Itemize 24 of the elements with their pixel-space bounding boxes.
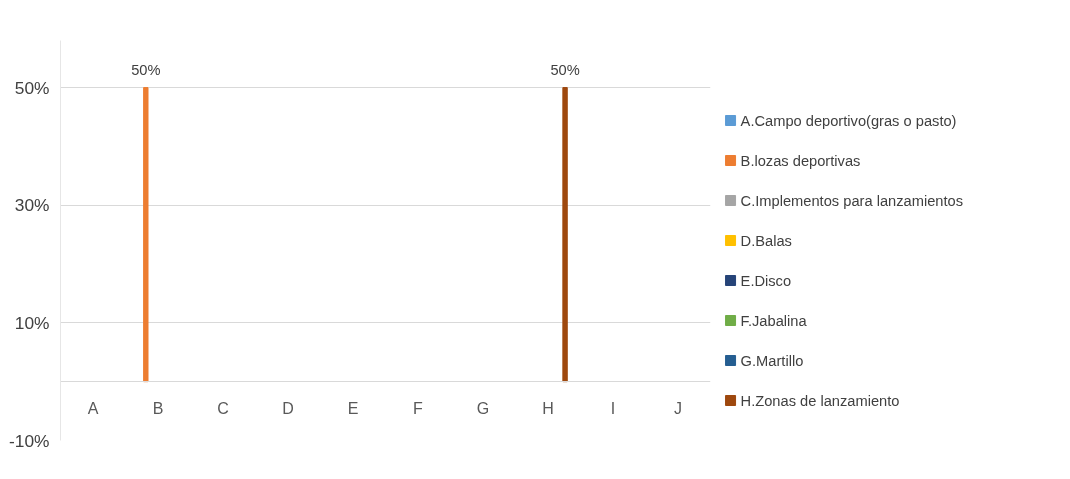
y-tick-label: 10% bbox=[14, 312, 50, 333]
legend-label: E.Disco bbox=[740, 272, 792, 289]
x-tick-label: I bbox=[610, 399, 616, 417]
legend-label: A.Campo deportivo(gras o pasto) bbox=[740, 112, 957, 129]
y-tick-label: -10% bbox=[9, 430, 50, 451]
x-tick-label: F bbox=[413, 399, 424, 417]
data-label: 50% bbox=[550, 61, 580, 78]
legend-label: H.Zonas de lanzamiento bbox=[740, 392, 900, 409]
data-label: 50% bbox=[131, 61, 161, 78]
y-tick-label: 30% bbox=[14, 195, 50, 216]
x-tick-label: H bbox=[542, 399, 554, 417]
x-tick-label: B bbox=[152, 399, 164, 417]
y-tick-label: 50% bbox=[14, 77, 50, 98]
legend-label: C.Implementos para lanzamientos bbox=[740, 192, 964, 209]
legend-label: D.Balas bbox=[740, 232, 792, 249]
legend-label: B.lozas deportivas bbox=[740, 152, 861, 169]
x-tick-label: J bbox=[674, 399, 682, 417]
x-tick-label: E bbox=[347, 399, 359, 417]
x-tick-label: C bbox=[217, 399, 229, 417]
legend-label: F.Jabalina bbox=[740, 312, 808, 329]
x-tick-label: D bbox=[282, 399, 294, 417]
x-tick-label: A bbox=[87, 399, 99, 417]
x-tick-label: G bbox=[476, 399, 490, 417]
legend-label: G.Martillo bbox=[740, 352, 804, 369]
